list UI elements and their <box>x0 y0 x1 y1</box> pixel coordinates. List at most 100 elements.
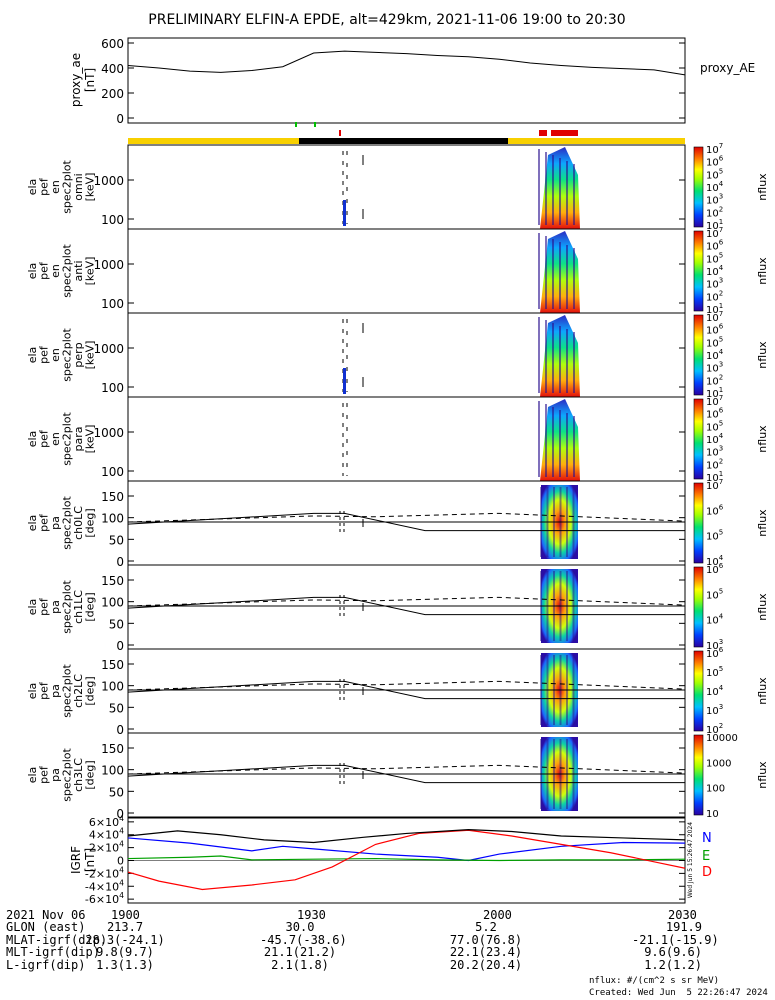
ytick-label: 2×104 <box>89 840 124 855</box>
igrf-ylabel: IGRF <box>69 846 83 874</box>
colorbar-tick-label: 101 <box>706 470 723 484</box>
igrf-series-E <box>127 855 686 862</box>
spectrogram-stripe <box>566 413 568 477</box>
green-marker <box>295 122 297 127</box>
panel-frame <box>127 312 686 398</box>
footer-row-value: 191.9 <box>665 920 702 934</box>
panel-frame <box>127 564 686 650</box>
panel-ylabel: spec2plot <box>61 244 74 298</box>
footer-row-value: 30.0 <box>285 920 315 934</box>
colorbar-label: nflux <box>756 425 769 453</box>
spectrogram-stripe <box>573 248 575 309</box>
panel-ylabel: pef <box>38 513 51 532</box>
ytick-label: 0 <box>116 639 124 653</box>
ytick-label: 6×104 <box>89 814 124 829</box>
proxy-ae-yunit: [nT] <box>83 68 97 92</box>
colorbar-tick-label: 101 <box>706 218 723 232</box>
ytick-label: 0 <box>116 112 124 126</box>
colorbar-label: nflux <box>756 173 769 201</box>
proxy-ae-ylabel: proxy_ae <box>69 53 83 107</box>
nflux-units: nflux: #/(cm^2 s sr MeV) <box>589 976 720 986</box>
panel-ylabel: omni <box>72 173 85 200</box>
panel-ylabel: [deg] <box>84 508 97 537</box>
colorbar-tick-label: 107 <box>706 310 723 324</box>
colorbar-tick-label: 106 <box>706 646 724 660</box>
ytick-label: 100 <box>101 465 124 479</box>
panel-frame <box>127 144 686 230</box>
panel-ylabel: spec2plot <box>61 664 74 718</box>
igrf-series-N <box>127 837 686 862</box>
panel-spec_perp: 1001000elapefenspec2plotperp[keV]1011021… <box>26 310 769 400</box>
panel-ylabel: spec2plot <box>61 580 74 634</box>
data-stripe <box>343 368 346 394</box>
colorbar-tick-label: 104 <box>706 554 724 568</box>
panel-frame <box>127 480 686 566</box>
panel-ylabel: ch3LC <box>72 758 85 792</box>
colorbar-tick-label: 100 <box>706 784 725 795</box>
colorbar-frame <box>693 650 704 732</box>
colorbar-tick-label: 10 <box>706 809 719 820</box>
proxy-ae-frame <box>127 37 686 124</box>
spectrogram-stripe <box>559 410 561 477</box>
ytick-label: 0 <box>116 807 124 821</box>
panel-ylabel: en <box>49 348 62 362</box>
colorbar-tick-label: 105 <box>706 419 723 433</box>
colorbar-tick-label: 105 <box>706 665 723 679</box>
anti-loss-cone-line <box>127 764 686 775</box>
colorbar-tick-label: 106 <box>706 323 724 337</box>
loss-cone-line <box>127 512 685 532</box>
colorbar-tick-label: 106 <box>706 155 724 169</box>
ytick-label: 600 <box>101 37 124 51</box>
panel-ylabel: spec2plot <box>61 328 74 382</box>
colorbar-tick-label: 101 <box>706 302 723 316</box>
spectrogram-stripe <box>545 236 547 309</box>
panel-ylabel: [keV] <box>84 173 97 202</box>
colorbar-tick-label: 102 <box>706 722 723 736</box>
colorbar-tick-label: 107 <box>706 394 723 408</box>
footer-time-2000: 2000 <box>483 908 512 922</box>
red-marker <box>551 130 578 136</box>
footer-time-1930: 1930 <box>297 908 326 922</box>
colorbar-tick-label: 105 <box>706 335 723 349</box>
igrf-series-total <box>127 828 686 844</box>
created-stamp: Created: Wed Jun 5 22:26:47 2024 <box>589 988 768 998</box>
colorbar-label: nflux <box>756 593 769 621</box>
ytick-label: -6×104 <box>85 891 124 906</box>
anti-loss-cone-line <box>127 512 686 523</box>
red-marker <box>339 130 341 136</box>
panel-ylabel: perp <box>72 342 85 367</box>
colorbar-frame <box>693 314 704 396</box>
footer-row-value: 22.1(23.4) <box>449 945 523 959</box>
ytick-label: 50 <box>109 533 124 547</box>
colorbar-label: nflux <box>756 677 769 705</box>
ytick-label: 150 <box>101 574 124 588</box>
colorbar-tick-label: 102 <box>706 205 723 219</box>
colorbar <box>694 735 703 815</box>
panel-ylabel: ela <box>26 767 39 784</box>
spectrogram-stripe <box>552 407 554 477</box>
colorbar-tick-label: 104 <box>706 684 724 698</box>
panel-ylabel: ch2LC <box>72 674 85 708</box>
colorbar <box>694 651 703 731</box>
footer-row-label: GLON (east) <box>6 920 86 934</box>
colorbar <box>694 231 703 311</box>
footer-date: 2021 Nov 06 <box>6 908 86 922</box>
coverage-bar-night <box>299 138 508 144</box>
spectrogram-stripe <box>573 164 575 225</box>
panel-ylabel: [deg] <box>84 760 97 789</box>
panel-ylabel: spec2plot <box>61 496 74 550</box>
ytick-label: -2×104 <box>85 865 124 880</box>
panel-ylabel: ela <box>26 515 39 532</box>
panel-ylabel: [keV] <box>84 257 97 286</box>
green-marker <box>314 122 316 127</box>
panel-ylabel: en <box>49 432 62 446</box>
colorbar <box>694 147 703 227</box>
colorbar-frame <box>693 566 704 648</box>
colorbar-tick-label: 104 <box>706 180 724 194</box>
ytick-label: 50 <box>109 785 124 799</box>
panel-ylabel: spec2plot <box>61 748 74 802</box>
